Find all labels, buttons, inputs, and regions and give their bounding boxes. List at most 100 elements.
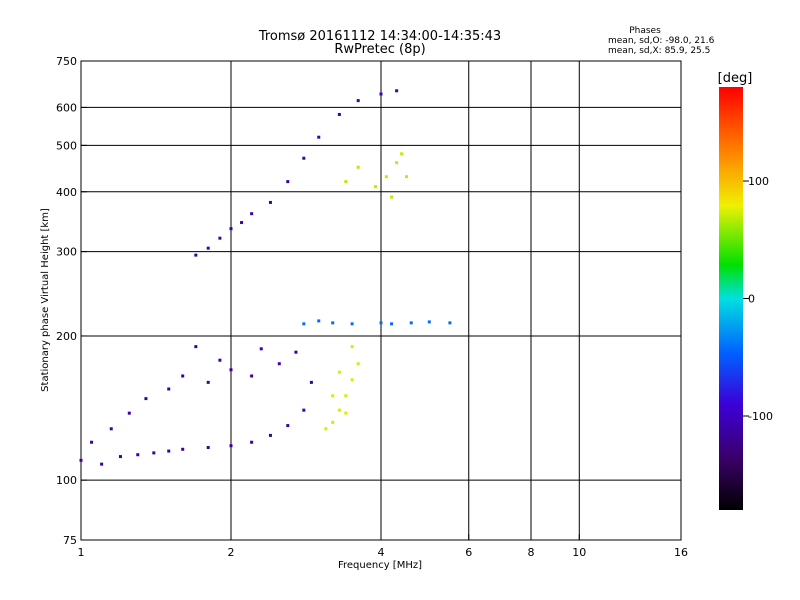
y-tick-label: 100 bbox=[56, 474, 77, 487]
echo-point-lower-O bbox=[181, 374, 185, 378]
echo-point-upper-O bbox=[356, 99, 360, 103]
echo-point-lower-O bbox=[250, 440, 254, 444]
echo-point-lower-O bbox=[90, 440, 94, 444]
x-tick-label: 8 bbox=[528, 546, 535, 559]
echo-point-lower-X bbox=[356, 362, 360, 366]
y-tick-label: 200 bbox=[56, 330, 77, 343]
echo-point-upper-O bbox=[229, 227, 233, 231]
data-points bbox=[79, 89, 452, 466]
echo-point-lower-O bbox=[250, 374, 254, 378]
echo-point-F1-ledge bbox=[317, 319, 321, 323]
colorbar-ticks: -100 0 100 bbox=[743, 175, 773, 423]
y-axis-label: Stationary phase Virtual Height [km] bbox=[40, 208, 51, 392]
echo-point-lower-O bbox=[181, 447, 185, 451]
x-tick-label: 1 bbox=[78, 546, 85, 559]
x-axis: 1 2 4 6 8 10 16 bbox=[78, 534, 688, 559]
echo-point-lower-O bbox=[167, 387, 171, 391]
echo-point-F1-ledge bbox=[302, 322, 306, 326]
echo-point-upper-O bbox=[317, 135, 321, 139]
echo-point-upper-O bbox=[395, 89, 399, 93]
echo-point-lower-X bbox=[350, 345, 354, 349]
echo-point-lower-X bbox=[344, 411, 348, 415]
echo-point-upper-X bbox=[400, 152, 404, 156]
echo-point-F1-ledge bbox=[379, 321, 383, 325]
echo-point-lower-O bbox=[194, 345, 198, 349]
colorbar: [deg] -100 0 100 bbox=[718, 71, 773, 510]
echo-point-lower-O bbox=[302, 408, 306, 412]
echo-point-upper-X bbox=[390, 195, 394, 199]
echo-point-upper-O bbox=[194, 253, 198, 257]
echo-point-lower-O bbox=[100, 462, 104, 466]
y-tick-label: 400 bbox=[56, 186, 77, 199]
colorbar-label: [deg] bbox=[718, 71, 753, 86]
echo-point-lower-O bbox=[268, 433, 272, 437]
echo-point-lower-O bbox=[136, 453, 140, 457]
echo-point-lower-O bbox=[277, 362, 281, 366]
echo-point-upper-O bbox=[302, 156, 306, 160]
echo-point-lower-X bbox=[331, 420, 335, 424]
echo-point-lower-X bbox=[344, 394, 348, 398]
echo-point-lower-O bbox=[152, 451, 156, 455]
echo-point-lower-O bbox=[79, 458, 83, 462]
echo-point-lower-O bbox=[127, 411, 131, 415]
x-tick-label: 16 bbox=[674, 546, 688, 559]
echo-point-upper-O bbox=[240, 221, 244, 225]
echo-point-lower-O bbox=[206, 380, 210, 384]
echo-point-F1-ledge bbox=[409, 321, 413, 325]
colorbar-tick-label: -100 bbox=[748, 410, 773, 423]
echo-point-lower-O bbox=[206, 445, 210, 449]
x-tick-label: 6 bbox=[465, 546, 472, 559]
echo-point-lower-X bbox=[337, 370, 341, 374]
echo-point-upper-X bbox=[374, 185, 378, 189]
echo-point-lower-O bbox=[109, 427, 113, 431]
y-tick-label: 600 bbox=[56, 101, 77, 114]
colorbar-gradient bbox=[719, 87, 743, 510]
echo-point-lower-O bbox=[229, 368, 233, 372]
echo-point-F1-ledge bbox=[448, 321, 452, 325]
echo-point-lower-O bbox=[218, 358, 222, 362]
echo-point-upper-O bbox=[268, 200, 272, 204]
grid-lines bbox=[81, 61, 681, 540]
echo-point-lower-O bbox=[309, 380, 313, 384]
echo-point-lower-X bbox=[324, 427, 328, 431]
echo-point-lower-O bbox=[229, 444, 233, 448]
echo-point-upper-X bbox=[344, 180, 348, 184]
echo-point-F1-ledge bbox=[350, 322, 354, 326]
echo-point-upper-X bbox=[356, 165, 360, 169]
echo-point-F1-ledge bbox=[427, 320, 431, 324]
echo-point-lower-O bbox=[286, 424, 290, 428]
echo-point-upper-X bbox=[404, 175, 408, 179]
stats-line-x: mean, sd,X: 85.9, 25.5 bbox=[608, 46, 710, 56]
y-tick-label: 300 bbox=[56, 246, 77, 259]
echo-point-upper-O bbox=[337, 112, 341, 116]
y-axis: 75 100 200 300 400 500 600 750 bbox=[56, 55, 87, 547]
echo-point-upper-O bbox=[250, 212, 254, 216]
y-tick-label: 500 bbox=[56, 139, 77, 152]
echo-point-lower-O bbox=[118, 455, 122, 459]
chart-title-line2: RwPretec (8p) bbox=[334, 42, 425, 57]
echo-point-lower-X bbox=[337, 408, 341, 412]
echo-point-upper-X bbox=[384, 175, 388, 179]
echo-point-upper-O bbox=[286, 180, 290, 184]
y-tick-label: 75 bbox=[63, 534, 77, 547]
echo-point-upper-O bbox=[218, 236, 222, 240]
x-tick-label: 10 bbox=[572, 546, 586, 559]
echo-point-F1-ledge bbox=[331, 321, 335, 325]
x-axis-label: Frequency [MHz] bbox=[338, 560, 422, 571]
echo-point-lower-O bbox=[294, 350, 298, 354]
chart-title-line1: Tromsø 20161112 14:34:00-14:35:43 bbox=[258, 29, 501, 44]
echo-point-lower-X bbox=[350, 378, 354, 382]
stats-line-o: mean, sd,O: -98.0, 21.6 bbox=[608, 36, 715, 46]
echo-point-upper-O bbox=[379, 92, 383, 96]
stats-header: Phases bbox=[629, 26, 661, 36]
x-tick-label: 2 bbox=[228, 546, 235, 559]
echo-point-upper-O bbox=[206, 246, 210, 250]
echo-point-upper-X bbox=[395, 161, 399, 165]
echo-point-lower-O bbox=[167, 449, 171, 453]
colorbar-tick-label: 100 bbox=[748, 175, 769, 188]
echo-point-lower-O bbox=[259, 347, 263, 351]
y-tick-label: 750 bbox=[56, 55, 77, 68]
colorbar-tick-label: 0 bbox=[748, 293, 755, 306]
echo-point-lower-O bbox=[144, 397, 148, 401]
